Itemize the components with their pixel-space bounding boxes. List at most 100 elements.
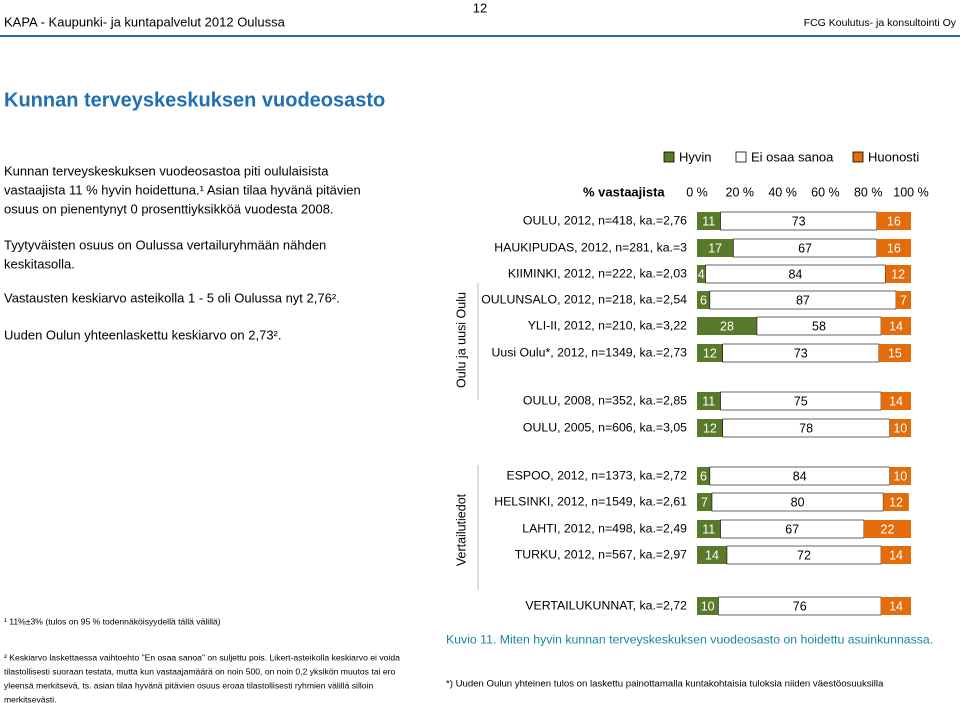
bar-segment: [889, 419, 911, 437]
legend-swatch: [852, 151, 864, 163]
value-label: 16: [887, 214, 901, 228]
value-label: 6: [700, 293, 707, 307]
body-text: Tyytyväisten osuus on Oulussa vertailury…: [4, 237, 326, 252]
value-label: 14: [889, 394, 903, 408]
value-label: 58: [812, 319, 826, 333]
value-label: 11: [702, 522, 715, 536]
value-label: 28: [720, 319, 734, 333]
row-label: OULU, 2012, n=418, ka.=2,76: [523, 213, 687, 227]
body-text: Kunnan terveyskeskuksen vuodeosastoa pit…: [4, 163, 329, 178]
x-tick-label: 100 %: [893, 185, 928, 199]
bar-segment: [697, 520, 721, 538]
bar-segment: [896, 291, 911, 309]
body-text: vastaajista 11 % hyvin hoidettuna.¹ Asia…: [4, 182, 361, 197]
row-label: ESPOO, 2012, n=1373, ka.=2,72: [507, 468, 688, 482]
value-label: 15: [888, 346, 902, 360]
value-label: 12: [703, 421, 717, 435]
legend-swatch: [663, 151, 675, 163]
header-right: FCG Koulutus- ja konsultointi Oy: [804, 17, 957, 29]
legend-swatch: [735, 151, 747, 163]
value-label: 14: [889, 599, 903, 613]
legend-label: Hyvin: [679, 149, 712, 164]
value-label: 11: [702, 214, 715, 228]
body-text: Uuden Oulun yhteenlaskettu keskiarvo on …: [4, 327, 282, 342]
bar-segment: [697, 265, 706, 283]
bar-segment: [697, 597, 719, 615]
x-tick-label: 40 %: [768, 185, 797, 199]
value-label: 16: [887, 241, 901, 255]
value-label: 72: [797, 548, 811, 562]
body-text: osuus on pienentynyt 0 prosenttiyksikköä…: [4, 201, 334, 216]
row-label: HELSINKI, 2012, n=1549, ka.=2,61: [494, 494, 687, 508]
value-label: 7: [701, 495, 708, 509]
value-label: 6: [700, 469, 707, 483]
bar-segment: [881, 546, 911, 564]
value-label: 75: [794, 394, 808, 408]
bar-segment: [863, 520, 911, 538]
bar-segment: [878, 344, 911, 362]
row-label: TURKU, 2012, n=567, ka.=2,97: [515, 547, 687, 561]
row-label: LAHTI, 2012, n=498, ka.=2,49: [522, 521, 687, 535]
bar-segment: [697, 317, 757, 335]
bar-segment: [881, 597, 911, 615]
value-label: 7: [900, 293, 907, 307]
row-label: Uusi Oulu*, 2012, n=1349, ka.=2,73: [491, 345, 687, 359]
value-label: 14: [705, 548, 719, 562]
value-label: 10: [893, 469, 907, 483]
value-label: 17: [708, 241, 722, 255]
value-label: 12: [889, 495, 903, 509]
group-label: Vertailutiedot: [454, 493, 468, 566]
bar-segment: [697, 344, 723, 362]
value-label: 78: [799, 421, 813, 435]
bar-segment: [889, 467, 911, 485]
value-label: 4: [698, 267, 705, 281]
footnote: yleensä merkitsevä, ts. asian tilaa hyvä…: [4, 680, 373, 690]
footnote: ² Keskiarvo laskettaessa vaihtoehto "En …: [4, 652, 400, 662]
body-text: keskitasolla.: [4, 256, 75, 271]
bar-segment: [697, 291, 710, 309]
bar-segment: [885, 265, 911, 283]
value-label: 12: [891, 267, 905, 281]
x-tick-label: 20 %: [726, 185, 755, 199]
value-label: 76: [793, 599, 807, 613]
x-tick-label: 0 %: [686, 185, 708, 199]
legend-label: Huonosti: [868, 149, 919, 164]
value-label: 10: [701, 599, 715, 613]
bar-segment: [697, 546, 727, 564]
bar-segment: [697, 239, 734, 257]
value-label: 14: [889, 319, 903, 333]
bar-segment: [881, 317, 911, 335]
bar-segment: [876, 212, 911, 230]
page-number: 12: [473, 0, 487, 15]
row-label: HAUKIPUDAS, 2012, n=281, ka.=3: [494, 240, 687, 254]
value-label: 22: [881, 522, 895, 536]
value-label: 73: [792, 214, 806, 228]
figure-caption: Kuvio 11. Miten hyvin kunnan terveyskesk…: [446, 632, 933, 646]
row-label: KIIMINKI, 2012, n=222, ka.=2,03: [508, 266, 687, 280]
group-label: Oulu ja uusi Oulu: [454, 292, 468, 388]
row-label: YLI-II, 2012, n=210, ka.=3,22: [528, 318, 687, 332]
value-label: 11: [702, 394, 715, 408]
figure-note: *) Uuden Oulun yhteinen tulos on laskett…: [446, 679, 884, 690]
x-tick-label: 80 %: [854, 185, 883, 199]
row-label: OULU, 2008, n=352, ka.=2,85: [523, 393, 687, 407]
axis-title: % vastaajista: [583, 184, 665, 199]
bar-segment: [697, 419, 723, 437]
value-label: 84: [793, 469, 807, 483]
value-label: 14: [889, 548, 903, 562]
bar-segment: [883, 493, 909, 511]
row-label: OULUNSALO, 2012, n=218, ka.=2,54: [481, 292, 687, 306]
bar-segment: [881, 392, 911, 410]
value-label: 87: [796, 293, 810, 307]
bar-segment: [697, 392, 721, 410]
value-label: 67: [785, 522, 799, 536]
value-label: 80: [791, 495, 805, 509]
footnote: ¹ 11%±3% (tulos on 95 % todennäköisyydel…: [4, 616, 221, 626]
footnote: merkitsevästi.: [4, 694, 57, 703]
value-label: 10: [893, 421, 907, 435]
bar-segment: [876, 239, 911, 257]
page-title: Kunnan terveyskeskuksen vuodeosasto: [4, 89, 385, 111]
legend-label: Ei osaa sanoa: [751, 149, 834, 164]
value-label: 67: [798, 241, 812, 255]
